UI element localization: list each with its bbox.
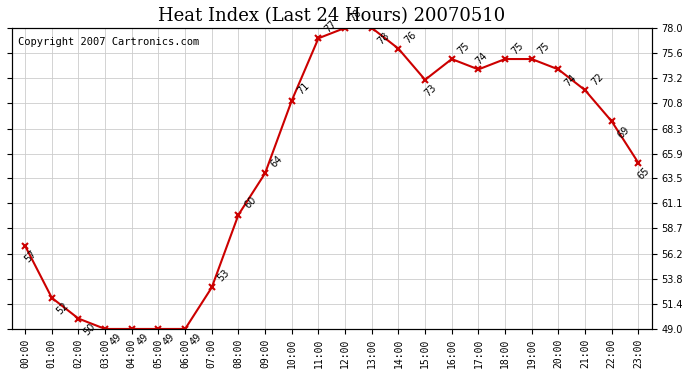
Text: 72: 72: [589, 71, 605, 87]
Text: 57: 57: [23, 249, 39, 265]
Text: 64: 64: [269, 153, 285, 169]
Text: 52: 52: [55, 301, 70, 316]
Text: 75: 75: [535, 40, 551, 56]
Title: Heat Index (Last 24 Hours) 20070510: Heat Index (Last 24 Hours) 20070510: [158, 7, 505, 25]
Text: 49: 49: [135, 332, 150, 348]
Text: 49: 49: [108, 332, 124, 348]
Text: 78: 78: [376, 31, 391, 46]
Text: 75: 75: [509, 40, 525, 56]
Text: 77: 77: [322, 18, 338, 34]
Text: 49: 49: [161, 332, 177, 348]
Text: 60: 60: [242, 195, 258, 211]
Text: 74: 74: [562, 72, 578, 88]
Text: 73: 73: [422, 82, 438, 99]
Text: 71: 71: [296, 81, 312, 96]
Text: 50: 50: [81, 321, 97, 337]
Text: 75: 75: [455, 40, 472, 56]
Text: 49: 49: [188, 332, 204, 348]
Text: 69: 69: [615, 124, 631, 140]
Text: 74: 74: [473, 51, 489, 66]
Text: 65: 65: [635, 166, 651, 182]
Text: 76: 76: [402, 30, 418, 45]
Text: 78: 78: [348, 8, 364, 24]
Text: Copyright 2007 Cartronics.com: Copyright 2007 Cartronics.com: [18, 37, 199, 47]
Text: 53: 53: [216, 267, 232, 283]
